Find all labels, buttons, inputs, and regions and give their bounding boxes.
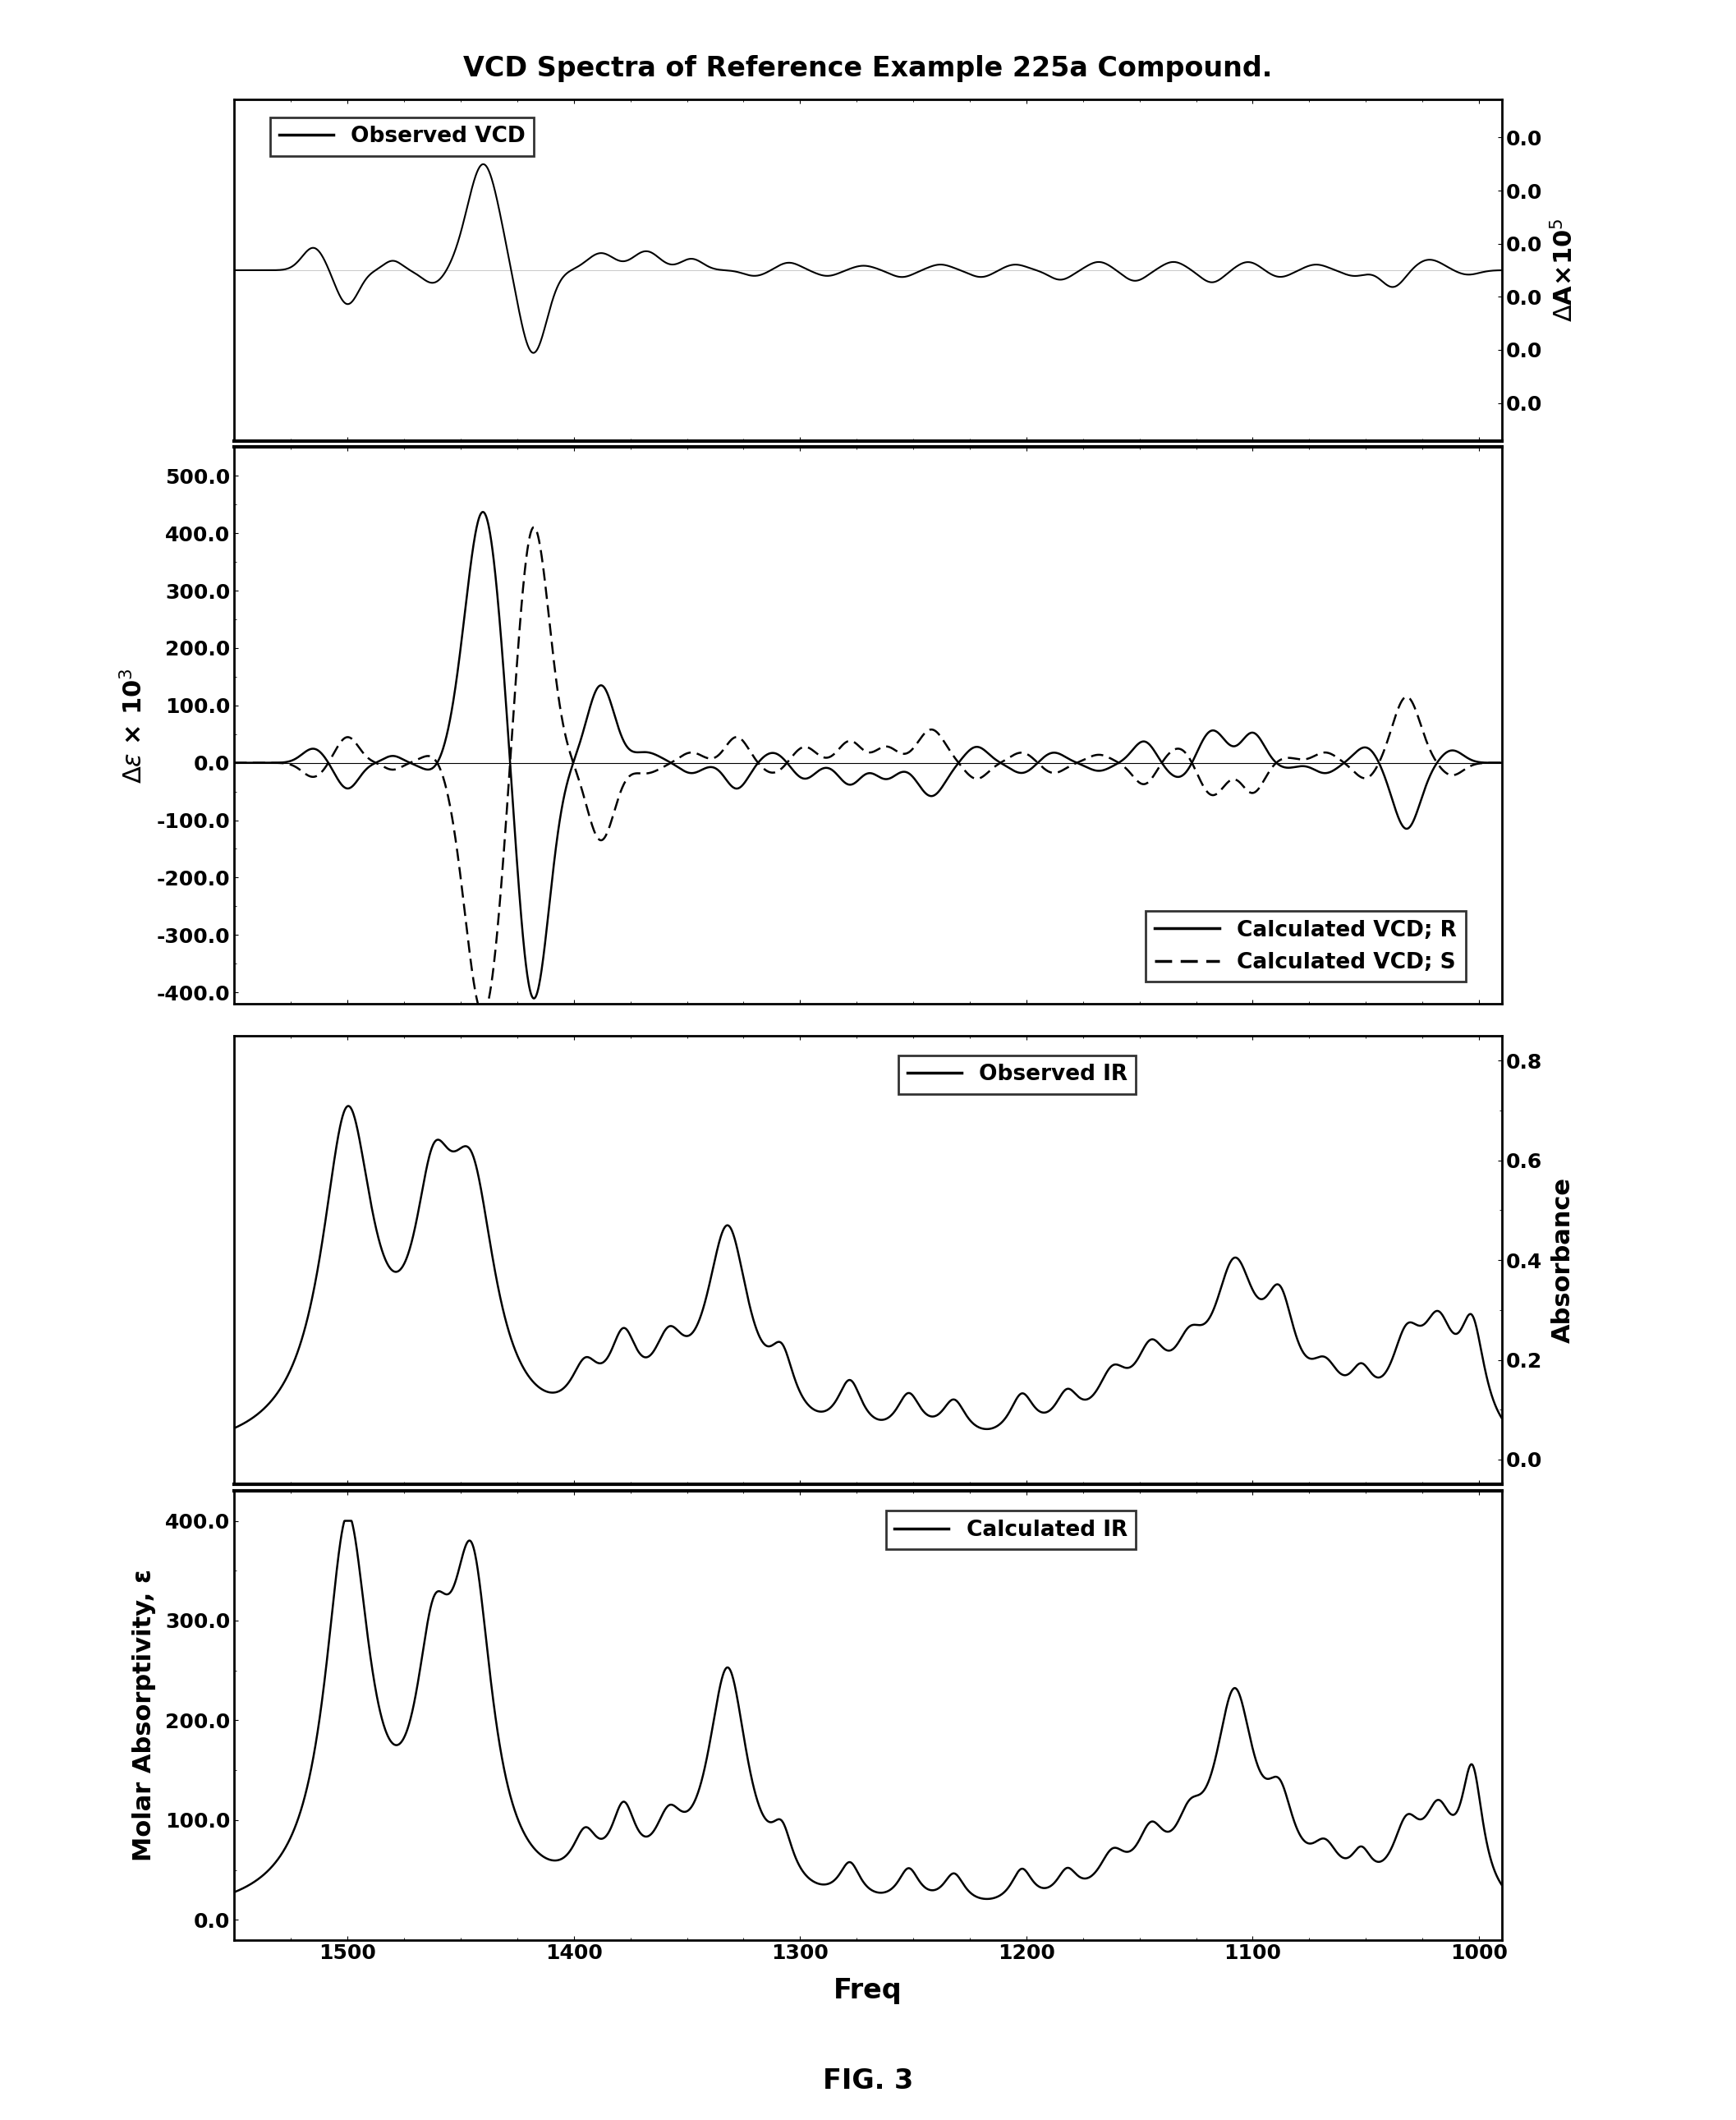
Y-axis label: Molar Absorptivity, ε: Molar Absorptivity, ε xyxy=(132,1569,156,1861)
Legend: Calculated VCD; R, Calculated VCD; S: Calculated VCD; R, Calculated VCD; S xyxy=(1146,912,1465,982)
Y-axis label: $\Delta\varepsilon$ × 10$^3$: $\Delta\varepsilon$ × 10$^3$ xyxy=(122,668,148,782)
Y-axis label: Absorbance: Absorbance xyxy=(1552,1177,1575,1344)
X-axis label: Freq: Freq xyxy=(833,1978,903,2003)
Legend: Observed IR: Observed IR xyxy=(898,1056,1135,1094)
Legend: Calculated IR: Calculated IR xyxy=(885,1512,1135,1550)
Text: FIG. 3: FIG. 3 xyxy=(823,2067,913,2095)
Legend: Observed VCD: Observed VCD xyxy=(271,117,535,157)
Text: VCD Spectra of Reference Example 225a Compound.: VCD Spectra of Reference Example 225a Co… xyxy=(464,55,1272,83)
Y-axis label: $\Delta$A×10$^5$: $\Delta$A×10$^5$ xyxy=(1552,218,1578,322)
